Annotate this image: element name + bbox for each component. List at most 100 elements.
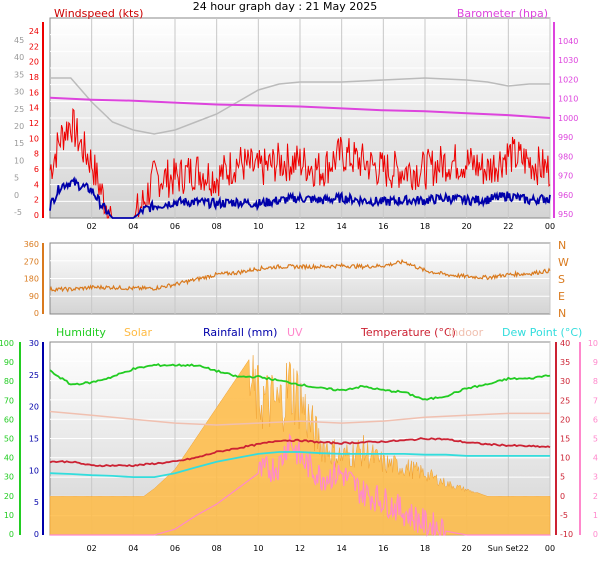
windspeed-tick-label: 14 [29,104,39,113]
uv-tick-label: 1 [593,511,598,520]
windspeed-tick-label: 0 [34,211,39,220]
climate-panel-x-tick-label: 18 [420,544,430,553]
climate-panel-x-tick-label: 16 [378,544,388,553]
humidity-tick-label: 80 [4,377,14,386]
rainfall-tick-label: 25 [29,371,39,380]
windspeed-tick-label: 20 [29,58,39,67]
humidity-line [49,363,551,401]
temperature-tick-label: -10 [560,530,573,539]
wind-panel-x-tick-label: 04 [128,222,138,231]
windspeed-tick-label: 2 [34,196,39,205]
barometer-tick-label: 1000 [558,114,578,123]
humidity-tick-label: 0 [9,530,14,539]
windspeed-tick-label: 8 [34,150,39,159]
wind-panel-x-tick-label: 16 [378,222,388,231]
windspeed-tick-label: 24 [29,27,39,36]
humidity-tick-label: 90 [4,358,14,367]
direction-tick-label: 270 [24,257,39,266]
temperature-tick-label: 20 [560,415,570,424]
wind-panel-x-tick-label: 12 [295,222,305,231]
barometer-tick-label: 1020 [558,75,578,84]
barometer-tick-label: 960 [558,191,573,200]
wind-panel-x-tick-label: 20 [462,222,472,231]
graph-title: 24 hour graph day : 21 May 2025 [192,0,378,13]
rainfall-tick-label: 20 [29,403,39,412]
compass-label: N [558,307,566,320]
uv-tick-label: 8 [593,377,598,386]
wind-panel-x-tick-label: 22 [503,222,513,231]
uv-tick-label: 0 [593,530,598,539]
rainfall-tick-label: 30 [29,339,39,348]
barometer-tick-label: 950 [558,210,573,219]
humidity-tick-label: 20 [4,492,14,501]
windspeed-tick-label: 10 [29,134,39,143]
climate-panel-x-tick-label: 10 [253,544,263,553]
direction-tick-label: 0 [34,309,39,318]
secondary-left-tick-label: -5 [14,208,22,217]
climate-panel-x-tick-label: Sun Set22 [488,544,529,553]
uv-line [50,433,550,537]
barometer-tick-label: 970 [558,172,573,181]
humidity-tick-label: 60 [4,415,14,424]
uv-tick-label: 2 [593,492,598,501]
secondary-left-tick-label: 5 [14,174,19,183]
humidity-tick-label: 10 [4,511,14,520]
compass-label: S [558,273,565,286]
climate-panel-x-tick-label: 20 [462,544,472,553]
rainfall-tick-label: 0 [34,530,39,539]
windspeed-tick-label: 16 [29,88,39,97]
indoor-temperature-line [49,410,550,426]
wind-panel-x-tick-label: 14 [337,222,347,231]
secondary-left-tick-label: 20 [14,122,24,131]
windspeed-tick-label: 22 [29,42,39,51]
rainfall-tick-label: 15 [29,435,39,444]
legend-temperature: Temperature (°C) [360,326,456,339]
temperature-tick-label: 10 [560,454,570,463]
rainfall-tick-label: 5 [34,498,39,507]
barometer-tick-label: 1040 [558,37,578,46]
humidity-tick-label: 40 [4,454,14,463]
secondary-left-tick-label: 0 [14,191,19,200]
windspeed-tick-label: 18 [29,73,39,82]
direction-tick-label: 360 [24,240,39,249]
barometer-tick-label: 1030 [558,56,578,65]
legend-humidity: Humidity [56,326,106,339]
compass-label: W [558,256,569,269]
secondary-left-tick-label: 25 [14,105,24,114]
legend-rainfall: Rainfall (mm) [203,326,277,339]
legend-dew-point: Dew Point (°C) [502,326,582,339]
solar-area [49,355,551,536]
uv-tick-label: 5 [593,435,598,444]
temperature-tick-label: 40 [560,339,570,348]
wind-direction-line [49,258,551,293]
humidity-tick-label: 100 [0,339,14,348]
wind-panel-x-tick-label: 18 [420,222,430,231]
barometer-tick-label: 1010 [558,95,578,104]
wind-panel-x-tick-label: 06 [170,222,180,231]
secondary-left-tick-label: 30 [14,88,24,97]
windspeed-axis-label: Windspeed (kts) [54,7,143,20]
legend-uv: UV [287,326,303,339]
secondary-left-tick-label: 15 [14,139,24,148]
legend-solar: Solar [124,326,153,339]
direction-tick-label: 180 [24,275,39,284]
uv-tick-label: 6 [593,415,598,424]
direction-tick-label: 90 [29,292,39,301]
wind-panel-x-tick-label: 00 [545,222,555,231]
uv-tick-label: 3 [593,473,598,482]
uv-tick-label: 4 [593,454,598,463]
secondary-left-tick-label: 45 [14,36,24,45]
compass-label: N [558,239,566,252]
humidity-tick-label: 70 [4,396,14,405]
wind-panel-x-tick-label: 08 [212,222,222,231]
wind-panel-x-tick-label: 10 [253,222,263,231]
humidity-tick-label: 30 [4,473,14,482]
windspeed-tick-label: 12 [29,119,39,128]
humidity-tick-label: 50 [4,435,14,444]
windspeed-tick-label: 6 [34,165,39,174]
uv-tick-label: 9 [593,358,598,367]
temperature-tick-label: 35 [560,358,570,367]
climate-panel-x-tick-label: 12 [295,544,305,553]
uv-tick-label: 7 [593,396,598,405]
